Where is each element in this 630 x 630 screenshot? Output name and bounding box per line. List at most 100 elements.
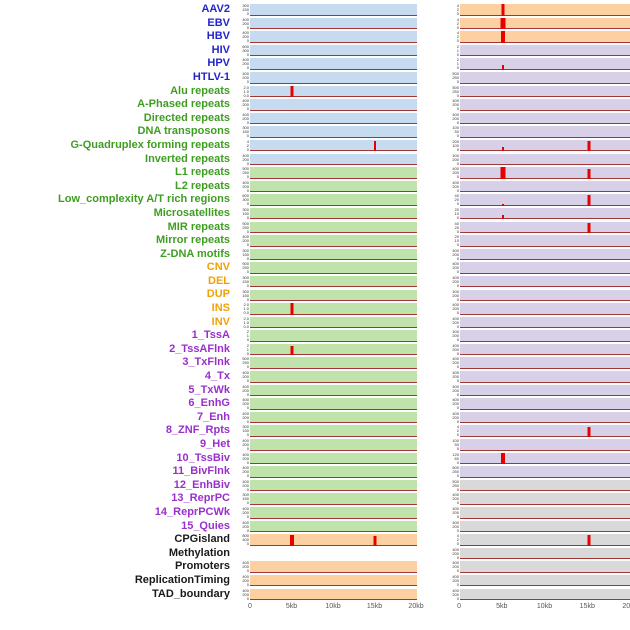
- y-tick-label: 400: [242, 561, 249, 566]
- y-axis-ticks: 400 200 0: [236, 385, 250, 397]
- y-tick-label: 0: [456, 514, 459, 519]
- track-panel: [250, 371, 417, 383]
- y-tick-label: 0: [246, 160, 249, 166]
- y-tick-label: 20: [454, 207, 459, 212]
- signal-baseline: [460, 136, 630, 138]
- y-tick-label: 2: [456, 44, 459, 49]
- y-tick-label: 2: [246, 330, 249, 335]
- track-panel: [250, 31, 417, 43]
- y-tick-label: 400: [242, 588, 249, 593]
- y-axis-ticks: 400 200 0: [446, 521, 460, 533]
- y-tick-label: 1.0: [243, 319, 249, 325]
- y-tick-label: 200: [452, 265, 459, 271]
- y-tick-label: 250: [452, 75, 459, 81]
- track-panel: [250, 126, 417, 138]
- y-axis-ticks: 400 200 0: [446, 575, 460, 587]
- y-tick-label: 0: [246, 79, 249, 84]
- y-tick-label: 0: [456, 581, 459, 587]
- y-axis-ticks: 600 300 0: [236, 194, 250, 206]
- x-tick-label: 20kb: [622, 603, 630, 611]
- row-label: HIV: [211, 43, 230, 56]
- y-tick-label: 4: [456, 17, 459, 22]
- y-axis-ticks: 400 200 0: [236, 99, 250, 111]
- y-axis-ticks: 400 200 0: [236, 113, 250, 125]
- signal-baseline: [250, 490, 417, 492]
- row-label: Z-DNA motifs: [160, 247, 230, 260]
- signal-baseline: [250, 544, 417, 546]
- y-tick-label: 250: [242, 360, 249, 366]
- track-panel: [250, 235, 417, 247]
- y-tick-label: 0: [456, 133, 459, 138]
- y-tick-label: 400: [452, 493, 459, 498]
- x-tick-label: 10kb: [536, 603, 553, 611]
- track-panel: [460, 248, 630, 261]
- track-panel: [460, 262, 630, 274]
- track-panel: [250, 316, 417, 329]
- y-tick-label: 0: [246, 486, 249, 492]
- signal-spike: [501, 31, 505, 43]
- track-row: 15_Quies 400 200 0 400 200 0: [0, 520, 630, 534]
- y-tick-label: 2: [246, 142, 249, 148]
- y-tick-label: 0: [456, 554, 459, 560]
- track-panel: [460, 425, 630, 437]
- signal-baseline: [250, 259, 417, 261]
- track-panel: [460, 330, 630, 342]
- track-row: L2 repeats 400 200 0 400 200 0: [0, 180, 630, 194]
- row-label: 12_EnhBiv: [173, 478, 230, 491]
- track-panel: [460, 452, 630, 465]
- y-tick-label: 0: [456, 527, 459, 533]
- y-tick-label: 400: [242, 537, 249, 543]
- y-tick-label: 400: [452, 574, 459, 579]
- y-tick-label: 2: [456, 537, 459, 543]
- y-tick-label: 4: [456, 31, 459, 36]
- y-axis-ticks: 400 200 0: [446, 507, 460, 519]
- row-label: 15_Quies: [181, 519, 230, 532]
- y-tick-label: 0: [456, 282, 459, 288]
- y-tick-label: 200: [452, 170, 459, 176]
- y-tick-label: 150: [242, 210, 249, 216]
- y-tick-label: 0: [246, 514, 249, 519]
- track-row: 11_BivFlnk 400 200 0 500 250 0: [0, 465, 630, 479]
- y-tick-label: 400: [242, 17, 249, 22]
- signal-baseline: [460, 177, 630, 179]
- y-tick-label: 150: [242, 292, 249, 298]
- track-panel: [250, 303, 417, 315]
- y-axis-ticks: 300 150 0: [236, 425, 250, 437]
- row-label: 1_TssA: [191, 329, 230, 342]
- y-tick-label: 1: [246, 346, 249, 352]
- track-panel: [460, 31, 630, 43]
- track-panel: [250, 384, 417, 397]
- track-row: Promoters 400 200 0 400 200 0: [0, 560, 630, 574]
- track-row: INS 2.0 1.0 0.0 400 200 0: [0, 302, 630, 316]
- y-tick-label: 200: [242, 61, 249, 67]
- row-label: TAD_boundary: [151, 587, 230, 600]
- signal-spike: [501, 4, 505, 16]
- signal-baseline: [250, 435, 417, 437]
- y-tick-label: 150: [242, 129, 249, 135]
- y-axis-ticks: 400 200 0: [236, 561, 250, 573]
- row-label: INV: [211, 315, 230, 328]
- signal-baseline: [250, 571, 417, 573]
- track-row: INV 2.0 1.0 0.0 400 200 0: [0, 316, 630, 330]
- track-row: Microsatellites 300 150 0 20 10 0: [0, 207, 630, 221]
- y-tick-label: 0: [456, 119, 459, 125]
- signal-spike: [290, 345, 294, 356]
- y-tick-label: 0: [246, 391, 249, 397]
- y-tick-label: 150: [242, 278, 249, 284]
- track-row: AAV2 300 150 0 4 2 0: [0, 3, 630, 17]
- y-tick-label: 0: [456, 541, 459, 546]
- y-axis-ticks: 200 100 0: [446, 140, 460, 152]
- y-tick-label: 0: [246, 473, 249, 478]
- y-tick-label: 500: [452, 479, 459, 484]
- x-axis: 0 5kb 10kb 15kb 20kb: [248, 601, 424, 614]
- y-tick-label: 20: [454, 197, 459, 203]
- y-tick-label: 2: [456, 428, 459, 434]
- y-tick-label: 300: [242, 126, 249, 131]
- signal-baseline: [250, 28, 417, 30]
- track-panel: [460, 574, 630, 587]
- row-label: ReplicationTiming: [134, 573, 230, 586]
- y-axis-ticks: 400 200 0: [446, 303, 460, 315]
- signal-baseline: [250, 354, 417, 356]
